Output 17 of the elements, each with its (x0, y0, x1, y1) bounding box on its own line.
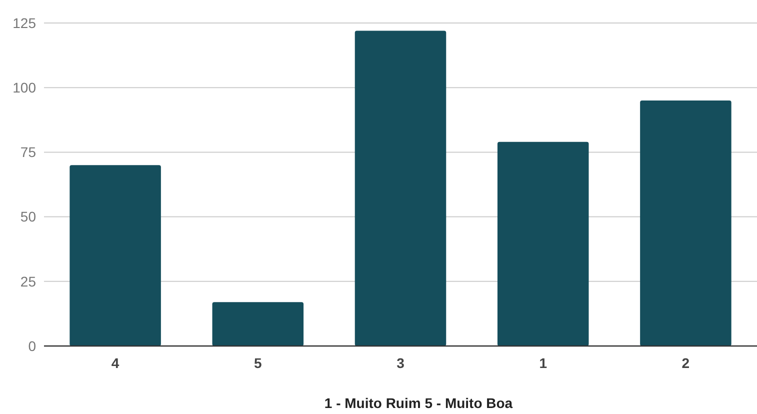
y-tick-label: 25 (20, 273, 36, 290)
bar (212, 302, 304, 346)
x-axis-title: 1 - Muito Ruim 5 - Muito Boa (324, 395, 513, 411)
x-tick-label: 3 (396, 355, 405, 371)
y-tick-label: 100 (12, 80, 36, 96)
x-tick-label: 5 (254, 355, 262, 371)
x-tick-label: 4 (111, 355, 120, 371)
y-tick-label: 75 (20, 144, 36, 160)
y-tick-label: 0 (28, 338, 36, 354)
y-tick-label: 125 (12, 14, 36, 31)
y-tick-label: 50 (20, 208, 36, 225)
bar (640, 100, 732, 346)
bar (354, 30, 446, 346)
x-tick-label: 1 (539, 355, 548, 371)
bar (70, 165, 161, 346)
bar (497, 142, 589, 346)
x-tick-label: 2 (682, 355, 690, 371)
